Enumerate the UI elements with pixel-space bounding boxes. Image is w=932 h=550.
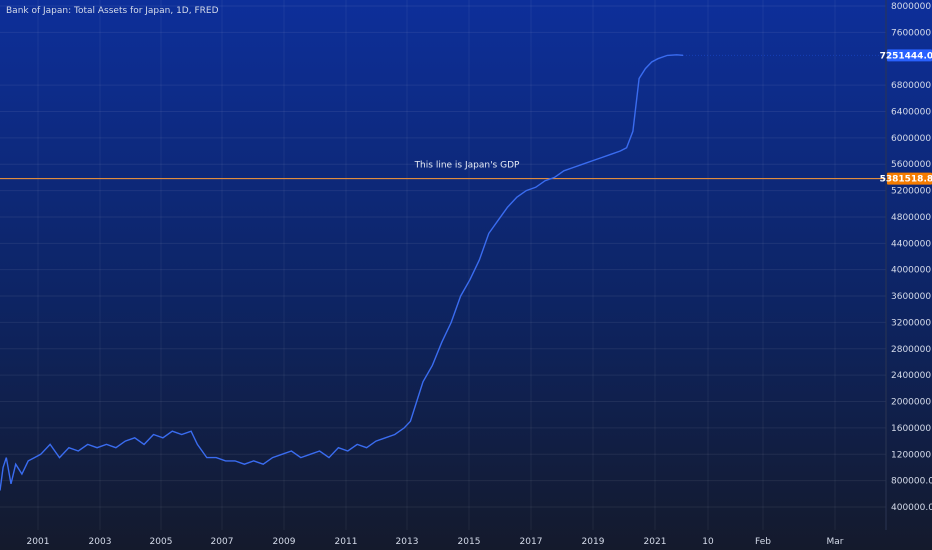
y-tick-label: 7600000.00 <box>891 28 932 38</box>
y-tick-label: 3200000.00 <box>891 318 932 328</box>
x-tick-label: 2005 <box>150 537 173 547</box>
x-tick-label: 2021 <box>644 537 667 547</box>
gdp-line-layer: This line is Japan's GDP <box>0 161 886 180</box>
y-tick-label: 5600000.00 <box>891 160 932 170</box>
x-tick-label: 2009 <box>273 537 296 547</box>
x-tick-label: 2003 <box>89 537 112 547</box>
x-tick-label: 2007 <box>211 537 234 547</box>
x-tick-label: 2011 <box>335 537 358 547</box>
gdp-value-badge-bg <box>887 172 932 185</box>
x-tick-label: 10 <box>702 537 714 547</box>
y-tick-label: 1600000.00 <box>891 424 932 434</box>
x-tick-label: Feb <box>755 537 771 547</box>
x-tick-label: Mar <box>827 537 844 547</box>
series-line <box>0 54 684 491</box>
x-tick-label: 2013 <box>396 537 419 547</box>
y-tick-label: 8000000.00 <box>891 2 932 12</box>
y-tick-label: 400000.00 <box>891 503 932 513</box>
y-tick-label: 6400000.00 <box>891 107 932 117</box>
y-tick-label: 5200000.00 <box>891 187 932 197</box>
y-tick-label: 4400000.00 <box>891 239 932 249</box>
grid <box>0 0 886 530</box>
last-value-badge: 7251444.00 <box>880 51 932 61</box>
y-tick-label: 3600000.00 <box>891 292 932 302</box>
y-tick-label: 2800000.00 <box>891 345 932 355</box>
y-axis[interactable]: 8000000.00 7600000.00 6800000.00 6400000.00… <box>891 2 932 513</box>
y-tick-label: 2400000.00 <box>891 371 932 381</box>
y-tick-label: 4000000.00 <box>891 266 932 276</box>
gdp-annotation: This line is Japan's GDP <box>414 161 520 171</box>
x-tick-label: 2015 <box>458 537 481 547</box>
last-value-badge-bg <box>887 49 932 62</box>
x-axis[interactable]: 2001 2003 2005 2007 2009 2011 2013 2015 2017 2019… <box>27 537 844 547</box>
x-tick-label: 2001 <box>27 537 50 547</box>
y-tick-label: 6800000.00 <box>891 81 932 91</box>
y-tick-label: 4800000.00 <box>891 213 932 223</box>
y-tick-label: 2000000.00 <box>891 398 932 408</box>
price-badges: 7251444.00 5381518.85 <box>683 49 932 185</box>
x-tick-label: 2019 <box>582 537 605 547</box>
chart-title: Bank of Japan: Total Assets for Japan, 1… <box>6 6 219 16</box>
y-tick-label: 800000.00 <box>891 477 932 487</box>
x-tick-label: 2017 <box>520 537 543 547</box>
gdp-value-badge: 5381518.85 <box>880 175 932 185</box>
y-tick-label: 6000000.00 <box>891 134 932 144</box>
y-tick-label: 1200000.00 <box>891 450 932 460</box>
